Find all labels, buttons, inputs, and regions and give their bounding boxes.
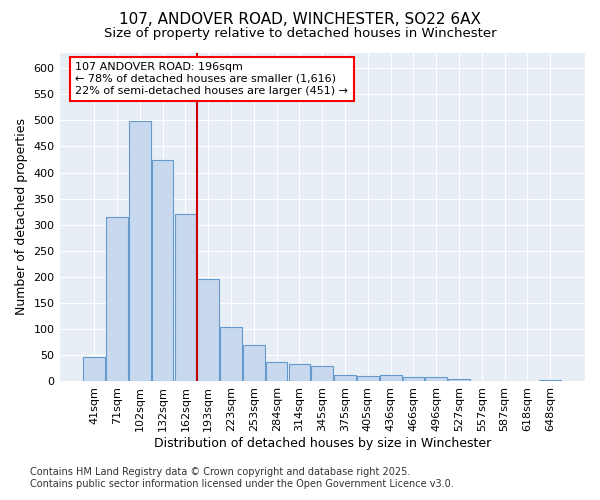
Bar xyxy=(448,379,470,382)
Bar xyxy=(311,366,333,382)
Text: Contains HM Land Registry data © Crown copyright and database right 2025.
Contai: Contains HM Land Registry data © Crown c… xyxy=(30,468,454,489)
Bar xyxy=(403,378,424,382)
Bar xyxy=(380,375,401,382)
Bar xyxy=(243,345,265,382)
Text: 107 ANDOVER ROAD: 196sqm
← 78% of detached houses are smaller (1,616)
22% of sem: 107 ANDOVER ROAD: 196sqm ← 78% of detach… xyxy=(76,62,349,96)
Y-axis label: Number of detached properties: Number of detached properties xyxy=(15,118,28,316)
Bar xyxy=(220,326,242,382)
Bar xyxy=(129,122,151,382)
Bar xyxy=(152,160,173,382)
Bar xyxy=(83,358,105,382)
Bar xyxy=(289,364,310,382)
Bar xyxy=(471,381,493,382)
Bar xyxy=(266,362,287,382)
Text: Size of property relative to detached houses in Winchester: Size of property relative to detached ho… xyxy=(104,28,496,40)
Bar xyxy=(334,374,356,382)
Bar xyxy=(357,376,379,382)
Bar xyxy=(425,378,447,382)
Bar xyxy=(175,214,196,382)
Bar xyxy=(539,380,561,382)
Bar xyxy=(106,217,128,382)
Text: 107, ANDOVER ROAD, WINCHESTER, SO22 6AX: 107, ANDOVER ROAD, WINCHESTER, SO22 6AX xyxy=(119,12,481,28)
X-axis label: Distribution of detached houses by size in Winchester: Distribution of detached houses by size … xyxy=(154,437,491,450)
Bar xyxy=(197,279,219,382)
